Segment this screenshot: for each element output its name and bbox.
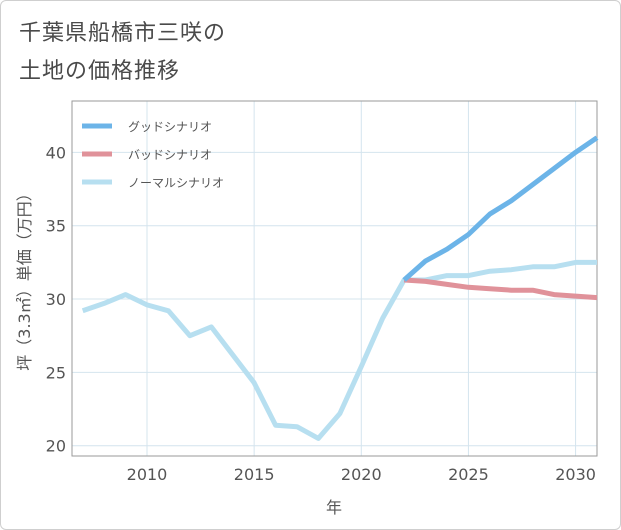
legend-label: バッドシナリオ: [128, 148, 212, 162]
y-axis-label: 坪（3.3㎡）単価（万円）: [15, 185, 34, 370]
legend-label: ノーマルシナリオ: [128, 176, 224, 190]
legend-label: グッドシナリオ: [128, 120, 212, 134]
y-tick-label: 30: [46, 290, 66, 309]
x-axis-label: 年: [326, 498, 342, 517]
y-tick-label: 25: [46, 363, 66, 382]
series-line-bad: [403, 277, 598, 301]
series-lines: [81, 135, 599, 441]
x-tick-label: 2015: [234, 465, 275, 484]
chart-title-line2: 土地の価格推移: [19, 59, 181, 84]
y-tick-label: 40: [46, 143, 66, 162]
series-line-good: [402, 135, 599, 282]
grid: [72, 101, 597, 456]
x-tick-label: 2010: [127, 465, 168, 484]
chart-title: 千葉県船橋市三咲の 土地の価格推移: [19, 15, 226, 91]
plot-frame: [71, 100, 598, 457]
x-tick-label: 2020: [341, 465, 382, 484]
y-tick-label: 20: [46, 437, 66, 456]
x-tick-label: 2030: [555, 465, 596, 484]
series-line-normal: [81, 259, 597, 441]
x-tick-label: 2025: [448, 465, 489, 484]
y-tick-label: 35: [46, 217, 66, 236]
chart-title-line1: 千葉県船橋市三咲の: [19, 21, 227, 46]
